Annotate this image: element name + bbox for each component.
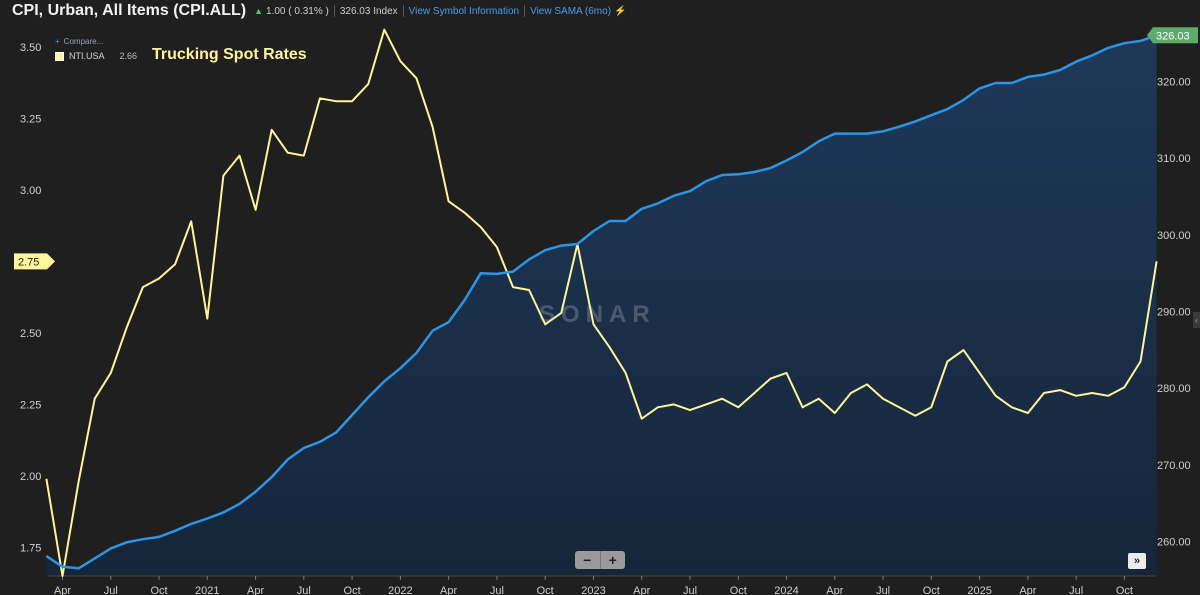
- right-price-label: 326.03: [1156, 30, 1190, 42]
- left-axis-tick-label: 1.75: [20, 542, 41, 554]
- sonar-watermark: SONAR: [539, 301, 656, 328]
- left-axis-tick-label: 3.00: [20, 185, 41, 197]
- x-axis-tick-label: Oct: [344, 585, 361, 595]
- chart-title: CPI, Urban, All Items (CPI.ALL): [12, 2, 247, 19]
- x-axis-tick-label: Jul: [104, 585, 118, 595]
- chart-annotation: Trucking Spot Rates: [152, 46, 307, 63]
- divider: [524, 5, 526, 17]
- right-axis-tick-label: 270.00: [1157, 460, 1191, 472]
- x-axis-tick-label: Apr: [440, 585, 457, 595]
- zoom-controls: − +: [575, 551, 625, 569]
- x-axis-tick-label: Jul: [876, 585, 890, 595]
- compare-label: Compare...: [63, 37, 104, 46]
- divider: [402, 5, 404, 17]
- legend-swatch: [55, 51, 64, 61]
- right-axis-tick-label: 320.00: [1157, 77, 1191, 89]
- x-axis-tick-label: 2023: [581, 585, 605, 595]
- right-axis-tick-label: 290.00: [1157, 307, 1191, 319]
- legend-series-value: 2.66: [119, 51, 138, 61]
- view-sama-link[interactable]: View SAMA (6mo): [530, 5, 612, 17]
- left-axis-tick-label: 2.00: [20, 471, 41, 483]
- expand-button[interactable]: »: [1128, 553, 1146, 569]
- x-axis-tick-label: Apr: [247, 585, 264, 595]
- cpi-series-line: [45, 34, 1158, 570]
- x-axis-tick-label: Apr: [826, 585, 843, 595]
- compare-button[interactable]: + Compare...: [55, 37, 137, 46]
- right-axis-tick-label: 310.00: [1157, 153, 1191, 165]
- left-axis-tick-label: 3.25: [20, 113, 41, 125]
- x-axis-tick-label: Oct: [730, 585, 747, 595]
- chart-header: CPI, Urban, All Items (CPI.ALL) ▲ 1.00 (…: [0, 0, 1200, 22]
- x-axis-tick-label: Oct: [923, 585, 940, 595]
- x-axis-tick-label: Jul: [683, 585, 697, 595]
- left-price-label: 2.75: [18, 256, 39, 268]
- view-symbol-info-link[interactable]: View Symbol Information: [408, 5, 520, 17]
- x-axis-tick-label: Jul: [1069, 585, 1083, 595]
- price-change: ▲ 1.00 ( 0.31% ): [254, 6, 329, 17]
- x-axis-tick-label: 2025: [967, 585, 991, 595]
- x-axis-tick-label: Oct: [537, 585, 554, 595]
- zoom-in-button[interactable]: +: [599, 551, 626, 569]
- x-axis-tick-label: Apr: [1019, 585, 1036, 595]
- legend-entry-nti[interactable]: NTI.USA 2.66: [55, 51, 137, 61]
- legend-series-label: NTI.USA: [69, 51, 105, 61]
- x-axis-tick-label: 2022: [388, 585, 412, 595]
- x-axis-tick-label: Oct: [1116, 585, 1133, 595]
- chart-trend-icon[interactable]: ⚡: [614, 5, 627, 17]
- chart-legend: + Compare... NTI.USA 2.66: [55, 37, 137, 61]
- nti-series-line: [45, 28, 1158, 577]
- x-axis-tick-label: Apr: [633, 585, 650, 595]
- right-axis-tick-label: 260.00: [1157, 537, 1191, 549]
- x-axis-tick-label: 2021: [195, 585, 219, 595]
- left-axis-tick-label: 2.50: [20, 328, 41, 340]
- x-axis-tick-label: Apr: [54, 585, 71, 595]
- right-price-label-box: [1147, 27, 1198, 44]
- plus-icon: +: [55, 37, 60, 46]
- last-value: 326.03 Index: [339, 5, 398, 17]
- right-axis-tick-label: 300.00: [1157, 230, 1191, 242]
- arrow-up-icon: ▲: [254, 6, 264, 16]
- x-axis-tick-label: Jul: [297, 585, 311, 595]
- side-panel-handle[interactable]: ‹: [1193, 312, 1200, 328]
- right-axis-tick-label: 280.00: [1157, 383, 1191, 395]
- price-change-text: 1.00 ( 0.31% ): [266, 5, 329, 17]
- divider: [333, 5, 335, 17]
- zoom-out-button[interactable]: −: [583, 552, 592, 568]
- left-price-label-box: [14, 253, 55, 270]
- x-axis-tick-label: 2024: [774, 585, 798, 595]
- x-axis-tick-label: Oct: [150, 585, 167, 595]
- left-axis-tick-label: 2.25: [20, 399, 41, 411]
- left-axis-tick-label: 3.50: [20, 42, 41, 54]
- x-axis-tick-label: Jul: [490, 585, 504, 595]
